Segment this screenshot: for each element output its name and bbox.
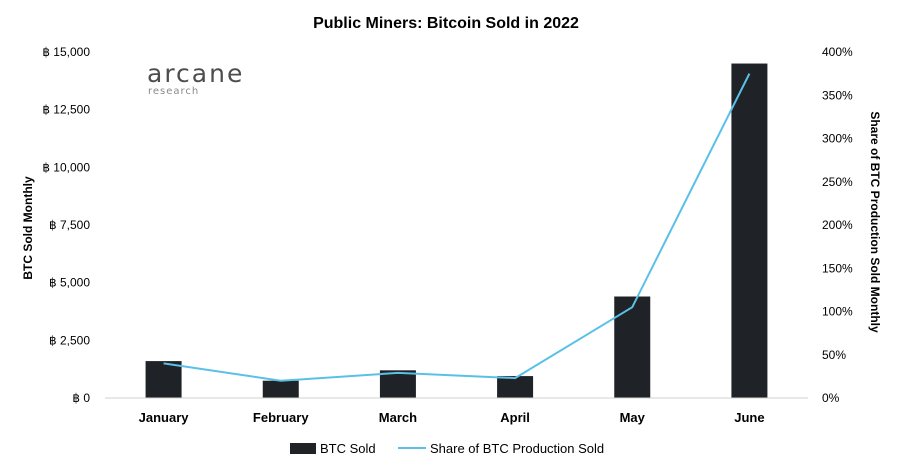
right-tick-label: 300% — [822, 132, 853, 146]
right-tick-label: 350% — [822, 88, 853, 102]
right-tick-label: 400% — [822, 45, 853, 59]
chart-title: Public Miners: Bitcoin Sold in 2022 — [313, 15, 579, 32]
logo-name: arcane — [147, 59, 244, 88]
legend-swatch-bar — [290, 443, 316, 454]
bar — [614, 296, 651, 398]
category-label: February — [253, 410, 309, 425]
logo-sub: research — [148, 86, 199, 97]
category-label: April — [500, 410, 530, 425]
left-tick-label: ฿ 5,000 — [49, 276, 90, 290]
left-tick-label: ฿ 2,500 — [49, 333, 90, 347]
left-tick-label: ฿ 15,000 — [42, 45, 90, 59]
left-tick-label: ฿ 7,500 — [49, 218, 90, 232]
left-tick-label: ฿ 0 — [72, 391, 90, 405]
right-tick-label: 100% — [822, 305, 853, 319]
left-axis-title: BTC Sold Monthly — [21, 176, 35, 280]
category-label: June — [734, 410, 764, 425]
bar — [379, 370, 416, 398]
left-tick-label: ฿ 12,500 — [42, 103, 90, 117]
bar — [145, 361, 182, 398]
left-tick-label: ฿ 10,000 — [42, 160, 90, 174]
bar — [262, 380, 299, 398]
legend-label-bar: BTC Sold — [320, 441, 376, 456]
share-line — [163, 73, 751, 382]
bar-series — [145, 63, 768, 399]
right-axis-title: Share of BTC Production Sold Monthly — [868, 111, 882, 333]
category-label: May — [620, 410, 646, 425]
right-tick-label: 250% — [822, 175, 853, 189]
line-series — [163, 73, 751, 382]
legend: BTC Sold Share of BTC Production Sold — [290, 441, 604, 456]
legend-label-line: Share of BTC Production Sold — [430, 441, 604, 456]
bar — [731, 63, 768, 399]
logo: arcane research — [147, 59, 244, 97]
category-label: March — [379, 410, 417, 425]
right-tick-label: 150% — [822, 261, 853, 275]
left-axis-ticks: ฿ 0 ฿ 2,500 ฿ 5,000 ฿ 7,500 ฿ 10,000 ฿ 12,500… — [42, 45, 90, 405]
right-tick-label: 0% — [822, 391, 840, 405]
right-tick-label: 50% — [822, 348, 846, 362]
right-tick-label: 200% — [822, 218, 853, 232]
category-label: January — [139, 410, 190, 425]
category-labels: January February March April May June — [139, 410, 765, 425]
bar — [497, 376, 534, 398]
right-axis-ticks: 0% 50% 100% 150% 200% 250% 300% 350% 400% — [822, 45, 853, 405]
